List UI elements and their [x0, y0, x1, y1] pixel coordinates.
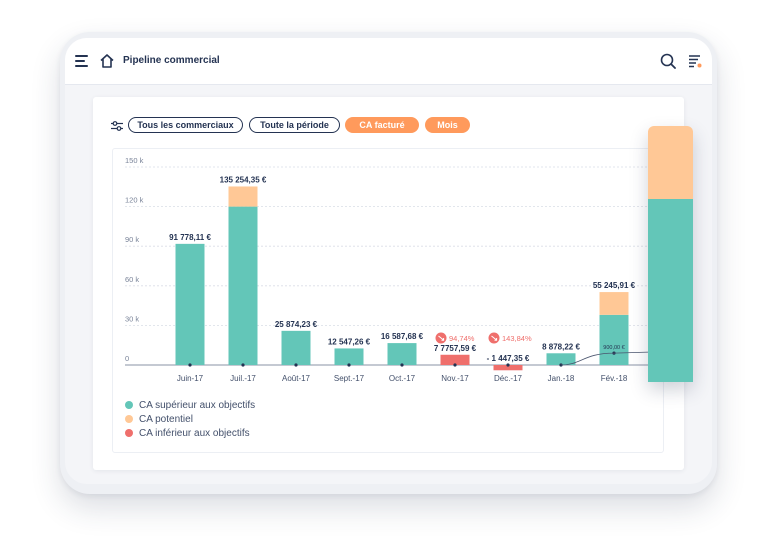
bar-total-label: 7 7757,59 € [434, 344, 477, 353]
badge-percent: 94,74% [449, 334, 475, 343]
x-tick-label: Jan.-18 [548, 374, 575, 383]
bar-total-label: - 1 447,35 € [487, 354, 530, 363]
objective-point [347, 363, 351, 367]
home-icon[interactable] [99, 53, 115, 69]
bar-below [440, 354, 470, 365]
y-tick-label: 90 k [125, 235, 139, 244]
bar-above [228, 206, 258, 365]
bar-above [334, 348, 364, 365]
bar-below [493, 365, 523, 371]
x-tick-label: Août-17 [282, 374, 311, 383]
legend-dot-potential [125, 415, 133, 423]
zoomed-bar-callout [648, 126, 693, 382]
bar-total-label: 8 878,22 € [542, 342, 580, 351]
badge-percent: 143,84% [502, 334, 532, 343]
bar-above [281, 330, 311, 365]
callout-above-segment [648, 199, 693, 382]
bar-above [599, 314, 629, 365]
x-tick-label: Juin-17 [177, 374, 204, 383]
bar-total-label: 12 547,26 € [328, 337, 371, 346]
x-tick-label: Juil.-17 [230, 374, 256, 383]
legend-item-below: CA inférieur aux objectifs [125, 428, 250, 439]
legend-dot-below [125, 429, 133, 437]
x-tick-label: Fév.-18 [601, 374, 628, 383]
y-tick-label: 60 k [125, 275, 139, 284]
filter-granularity-button[interactable]: Mois [425, 117, 470, 133]
objective-label: 900,00 € [603, 345, 624, 351]
x-tick-label: Sept.-17 [334, 374, 365, 383]
bar-above [387, 343, 417, 365]
objective-line [560, 351, 649, 366]
hamburger-icon[interactable] [75, 55, 88, 67]
top-bar: Pipeline commercial [65, 38, 712, 85]
legend-label-below: CA inférieur aux objectifs [139, 428, 250, 439]
objective-point [453, 363, 457, 367]
objective-point [188, 363, 192, 367]
objective-point [294, 363, 298, 367]
bar-above [546, 353, 576, 365]
filter-metric-button[interactable]: CA facturé [345, 117, 419, 133]
settings-sliders-icon[interactable] [111, 121, 123, 131]
objective-point [506, 363, 510, 367]
y-tick-label: 150 k [125, 156, 144, 165]
x-tick-label: Déc.-17 [494, 374, 523, 383]
y-tick-label: 120 k [125, 196, 144, 205]
bar-total-label: 91 778,11 € [169, 233, 211, 242]
trend-down-icon [491, 335, 498, 341]
bar-potential [228, 186, 258, 207]
x-tick-label: Nov.-17 [441, 374, 469, 383]
filter-salespeople-button[interactable]: Tous les commerciaux [128, 117, 243, 133]
legend-label-potential: CA potentiel [139, 414, 193, 425]
bar-total-label: 16 587,68 € [381, 332, 424, 341]
bar-total-label: 55 245,91 € [593, 281, 636, 290]
filter-list-icon[interactable] [687, 53, 703, 69]
legend-item-above: CA supérieur aux objectifs [125, 400, 255, 411]
bar-above [175, 243, 205, 365]
legend-dot-above [125, 401, 133, 409]
objective-point [400, 363, 404, 367]
bar-potential [599, 292, 629, 315]
bar-total-label: 135 254,35 € [220, 175, 267, 184]
legend-label-above: CA supérieur aux objectifs [139, 400, 256, 411]
callout-potential-segment [648, 126, 693, 199]
page-title: Pipeline commercial [123, 55, 220, 66]
filter-period-button[interactable]: Toute la période [249, 117, 340, 133]
legend-item-potential: CA potentiel [125, 414, 193, 425]
y-tick-label: 0 [125, 354, 129, 363]
x-tick-label: Oct.-17 [389, 374, 416, 383]
objective-point [241, 363, 245, 367]
y-tick-label: 30 k [125, 314, 139, 323]
search-icon[interactable] [660, 53, 676, 69]
trend-down-icon [438, 335, 445, 341]
bar-total-label: 25 874,23 € [275, 320, 318, 329]
